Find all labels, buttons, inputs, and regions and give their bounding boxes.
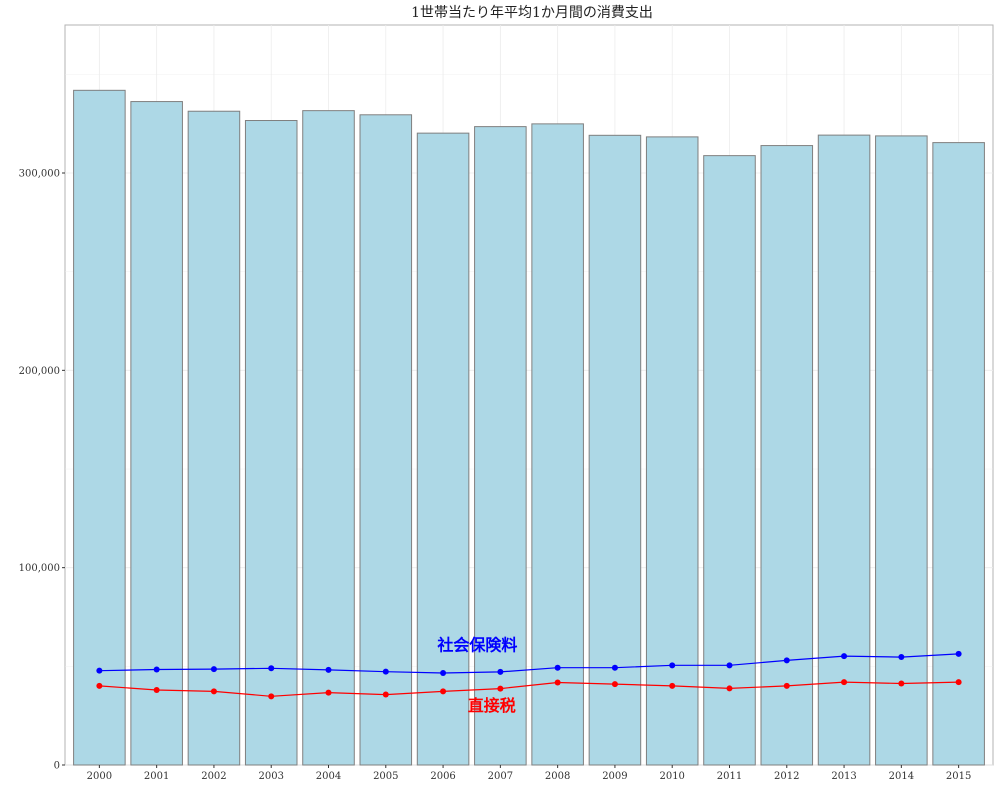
- series-point-0-2012: [783, 657, 790, 664]
- x-tick-label: 2003: [258, 771, 283, 782]
- series-point-1-2001: [153, 687, 160, 694]
- series-point-1-2006: [440, 688, 447, 695]
- series-point-0-2002: [210, 666, 217, 673]
- y-tick-label: 200,000: [19, 366, 60, 377]
- lines: [96, 650, 962, 700]
- series-point-1-2007: [497, 685, 504, 692]
- bars: [73, 89, 985, 766]
- series-point-1-2009: [611, 681, 618, 688]
- series-point-1-2005: [382, 691, 389, 698]
- series-point-1-2004: [325, 689, 332, 696]
- series-point-0-2006: [440, 670, 447, 677]
- x-tick-label: 2013: [831, 771, 856, 782]
- x-tick-label: 2001: [144, 771, 169, 782]
- series-point-1-2013: [841, 679, 848, 686]
- series-point-0-2003: [268, 665, 275, 672]
- series-point-0-2011: [726, 662, 733, 669]
- series-point-0-2009: [611, 664, 618, 671]
- series-label-0: 社会保険料: [436, 635, 517, 654]
- series-label-1: 直接税: [468, 696, 516, 715]
- series-point-0-2005: [382, 668, 389, 675]
- bar-2013: [817, 134, 871, 766]
- bar-2014: [875, 135, 928, 766]
- x-tick-label: 2000: [87, 771, 112, 782]
- y-tick-label: 0: [54, 761, 60, 772]
- series-point-0-2010: [669, 662, 676, 669]
- x-tick-label: 2009: [602, 771, 627, 782]
- series-point-0-2015: [955, 650, 962, 657]
- axes: 0 100,000 200,000 300,000 2000 2001 2002 2003 20…: [19, 169, 972, 783]
- x-tick-label: 2012: [774, 771, 799, 782]
- bar-2012: [760, 145, 814, 766]
- x-tick-label: 2004: [316, 771, 341, 782]
- bar-2009: [588, 134, 642, 766]
- bar-2010: [645, 136, 699, 766]
- bar-2011: [703, 155, 756, 766]
- x-tick-label: 2014: [889, 771, 914, 782]
- bar-2002: [187, 110, 241, 766]
- bar-2006: [416, 132, 470, 766]
- bar-2000: [73, 89, 126, 766]
- series-line-0: [99, 653, 959, 674]
- bar-2001: [130, 101, 183, 766]
- x-tick-label: 2002: [201, 771, 226, 782]
- bar-2005: [359, 114, 413, 766]
- bar-2015: [932, 142, 985, 766]
- bar-2007: [474, 126, 527, 766]
- series-point-1-2014: [898, 680, 905, 687]
- series-point-0-2014: [898, 654, 905, 661]
- series-point-1-2002: [210, 688, 217, 695]
- series-point-1-2008: [554, 679, 561, 686]
- bar-2004: [302, 110, 355, 766]
- series-point-1-2003: [268, 693, 275, 700]
- series-point-1-2000: [96, 682, 103, 689]
- series-point-1-2011: [726, 685, 733, 692]
- series-point-0-2000: [96, 667, 103, 674]
- x-tick-label: 2005: [373, 771, 398, 782]
- x-tick-label: 2011: [717, 771, 742, 782]
- y-tick-label: 300,000: [19, 169, 60, 180]
- series-point-0-2004: [325, 666, 332, 673]
- series-point-1-2010: [669, 682, 676, 689]
- series-point-0-2008: [554, 664, 561, 671]
- series-point-0-2013: [841, 653, 848, 660]
- series-point-0-2007: [497, 668, 504, 675]
- series-point-1-2012: [783, 682, 790, 689]
- series-point-1-2015: [955, 679, 962, 686]
- bar-2003: [244, 120, 298, 766]
- chart-title: 1世帯当たり年平均1か月間の消費支出: [411, 5, 653, 21]
- bar-2008: [531, 123, 584, 766]
- series-point-0-2001: [153, 666, 160, 673]
- x-tick-label: 2007: [488, 771, 513, 782]
- x-tick-label: 2015: [946, 771, 971, 782]
- y-tick-label: 100,000: [19, 563, 60, 574]
- x-tick-label: 2010: [659, 771, 684, 782]
- series-line-1: [99, 681, 959, 697]
- x-tick-label: 2006: [430, 771, 455, 782]
- x-tick-label: 2008: [545, 771, 570, 782]
